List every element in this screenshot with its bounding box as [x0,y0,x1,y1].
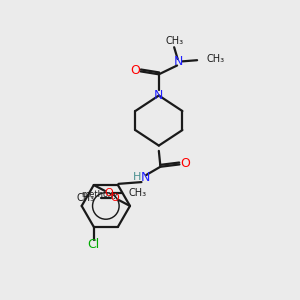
Text: N: N [174,56,183,68]
Text: N: N [154,89,164,102]
Text: O: O [130,64,140,77]
Text: CH₃: CH₃ [129,188,147,198]
Text: Cl: Cl [88,238,100,251]
Text: O: O [105,188,113,198]
Text: H: H [133,172,141,182]
Text: CH₃: CH₃ [77,193,95,203]
Text: N: N [141,172,150,184]
Text: O: O [180,157,190,170]
Text: CH₃: CH₃ [165,36,183,46]
Text: CH₃: CH₃ [206,54,225,64]
Text: O: O [110,193,119,203]
Text: methoxy: methoxy [82,190,118,199]
